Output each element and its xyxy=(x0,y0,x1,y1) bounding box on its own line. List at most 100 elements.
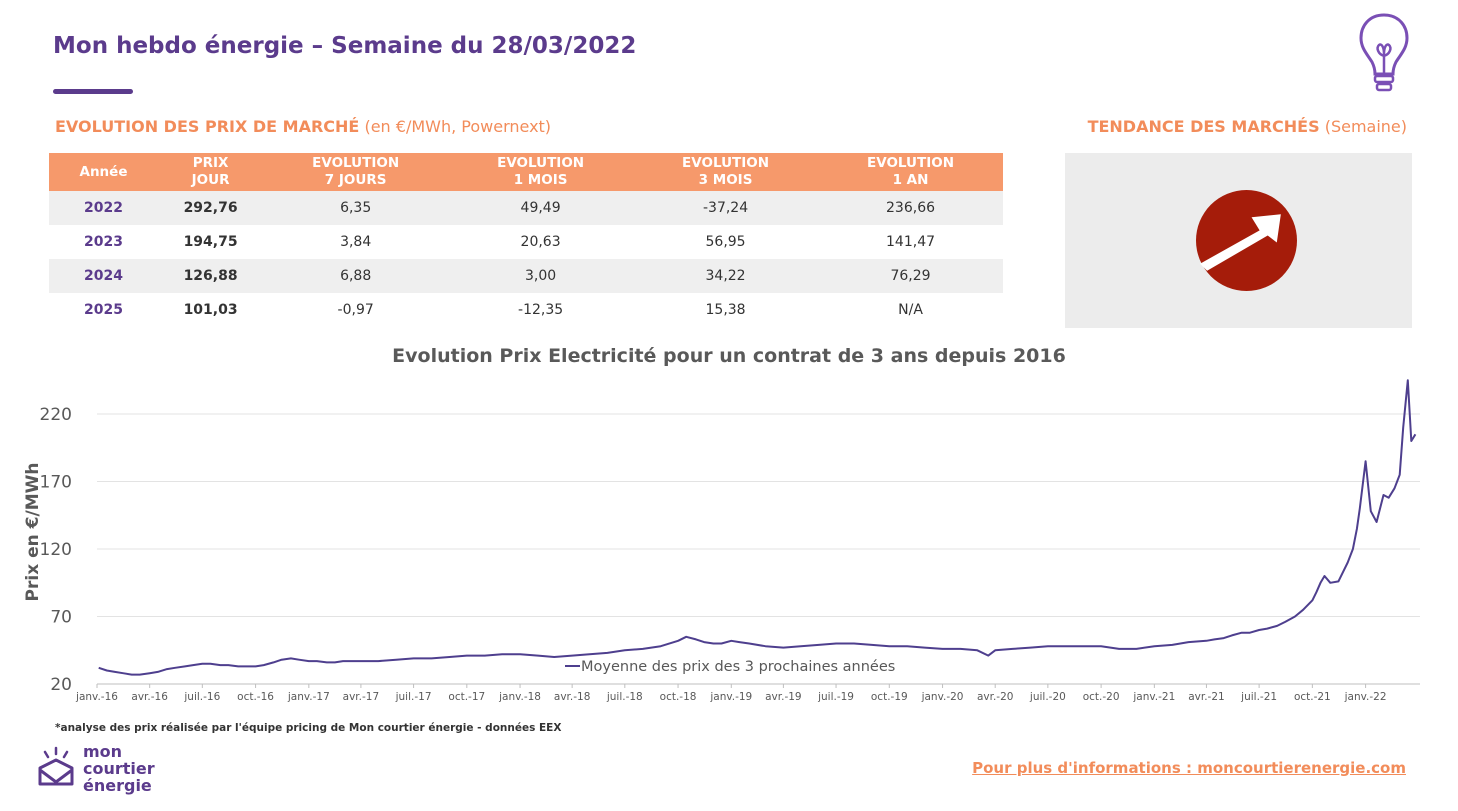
x-tick-label: janv.-20 xyxy=(921,691,964,703)
y-tick-label: 220 xyxy=(40,405,72,425)
column-header-text: 7 JOURS xyxy=(324,172,387,188)
column-header: EVOLUTION 1 AN xyxy=(818,153,1003,191)
x-tick-label: janv.-21 xyxy=(1132,691,1175,703)
column-header-text: Année xyxy=(79,163,128,180)
arrow-up-right-icon xyxy=(1196,190,1297,291)
table-cell: 20,63 xyxy=(448,225,634,259)
table-body: 2022 292,76 6,35 49,49 -37,24 236,66 2023 194,7… xyxy=(49,191,1003,327)
x-tick-label: oct.-20 xyxy=(1083,691,1120,703)
x-tick-label: juil.-18 xyxy=(606,691,643,703)
table-cell: -0,97 xyxy=(263,293,449,327)
y-tick-label: 170 xyxy=(40,473,72,493)
table-header-row: Année PRIX JOUR EVOLUTION 7 JOURS EVOLUTION 1 … xyxy=(49,153,1003,191)
chart-title: Evolution Prix Electricité pour un contr… xyxy=(392,345,1066,367)
title-underline xyxy=(53,89,133,94)
market-trend-title-bold: TENDANCE DES MARCHÉS xyxy=(1087,117,1320,136)
column-header-text: EVOLUTION xyxy=(497,155,585,171)
x-tick-label: juil.-21 xyxy=(1240,691,1277,703)
x-tick-label: janv.-19 xyxy=(709,691,752,703)
table-cell: 6,88 xyxy=(263,259,449,293)
table-cell: 6,35 xyxy=(263,191,449,225)
market-prices-title-unit: (en €/MWh, Powernext) xyxy=(359,117,552,136)
table-cell: 101,03 xyxy=(157,293,264,327)
market-prices-title: EVOLUTION DES PRIX DE MARCHÉ (en €/MWh, … xyxy=(55,117,551,136)
column-header-text: EVOLUTION xyxy=(312,155,400,171)
table-cell: -37,24 xyxy=(633,191,819,225)
table-cell: 194,75 xyxy=(157,225,264,259)
table-cell: 76,29 xyxy=(818,259,1003,293)
column-header-text: JOUR xyxy=(191,172,230,188)
series-line xyxy=(98,379,1417,676)
year-cell: 2025 xyxy=(49,293,158,327)
lightbulb-icon xyxy=(1359,13,1409,92)
x-tick-label: oct.-16 xyxy=(237,691,274,703)
logo-line: énergie xyxy=(83,776,152,795)
table-row: 2023 194,75 3,84 20,63 56,95 141,47 xyxy=(49,225,1003,259)
x-tick-label: juil.-16 xyxy=(183,691,220,703)
logo-icon xyxy=(38,746,74,786)
x-tick-label: janv.-18 xyxy=(498,691,541,703)
legend-label: Moyenne des prix des 3 prochaines années xyxy=(581,659,895,675)
more-info-link[interactable]: Pour plus d'informations : moncourtieren… xyxy=(972,759,1406,777)
column-header-text: 1 AN xyxy=(892,172,929,188)
x-tick-label: oct.-21 xyxy=(1294,691,1331,703)
y-tick-label: 70 xyxy=(50,608,72,628)
table-cell: 3,00 xyxy=(448,259,634,293)
table-cell: 141,47 xyxy=(818,225,1003,259)
x-tick-label: janv.-17 xyxy=(287,691,330,703)
logo-line: courtier xyxy=(83,759,155,778)
market-prices-title-bold: EVOLUTION DES PRIX DE MARCHÉ xyxy=(55,117,360,136)
market-trend-title-period: (Semaine) xyxy=(1319,117,1407,136)
market-trend-title: TENDANCE DES MARCHÉS (Semaine) xyxy=(1088,117,1407,136)
x-tick-label: juil.-20 xyxy=(1029,691,1066,703)
x-tick-label: janv.-16 xyxy=(75,691,118,703)
column-header-text: 3 MOIS xyxy=(698,172,753,188)
table-cell: 56,95 xyxy=(633,225,819,259)
column-header: EVOLUTION 1 MOIS xyxy=(448,153,634,191)
y-axis-label: Prix en €/MWh xyxy=(23,463,43,602)
year-cell: 2024 xyxy=(49,259,158,293)
column-header-text: EVOLUTION xyxy=(682,155,770,171)
y-tick-label: 120 xyxy=(40,540,72,560)
market-trend-panel xyxy=(1065,153,1412,328)
market-prices-table: Année PRIX JOUR EVOLUTION 7 JOURS EVOLUTION 1 … xyxy=(49,153,1003,327)
x-tick-label: oct.-18 xyxy=(660,691,697,703)
table-row: 2024 126,88 6,88 3,00 34,22 76,29 xyxy=(49,259,1003,293)
column-header: EVOLUTION 3 MOIS xyxy=(633,153,819,191)
year-cell: 2022 xyxy=(49,191,158,225)
table-cell: 3,84 xyxy=(263,225,449,259)
footnote: *analyse des prix réalisée par l'équipe … xyxy=(55,722,562,734)
table-cell: N/A xyxy=(818,293,1003,327)
table-cell: -12,35 xyxy=(448,293,634,327)
x-tick-label: avr.-16 xyxy=(131,691,168,703)
x-tick-label: juil.-17 xyxy=(395,691,432,703)
x-tick-label: oct.-17 xyxy=(448,691,485,703)
trend-arrow xyxy=(1200,214,1281,271)
table-cell: 292,76 xyxy=(157,191,264,225)
table-cell: 49,49 xyxy=(448,191,634,225)
year-cell: 2023 xyxy=(49,225,158,259)
column-header: PRIX JOUR xyxy=(157,153,264,191)
x-tick-label: oct.-19 xyxy=(871,691,908,703)
x-tick-label: avr.-20 xyxy=(977,691,1014,703)
column-header: EVOLUTION 7 JOURS xyxy=(263,153,449,191)
table-cell: 34,22 xyxy=(633,259,819,293)
column-header-text: PRIX xyxy=(192,155,229,171)
x-tick-label: avr.-18 xyxy=(554,691,591,703)
column-header-text: 1 MOIS xyxy=(513,172,568,188)
column-header-text: EVOLUTION xyxy=(867,155,955,171)
x-tick-label: janv.-22 xyxy=(1344,691,1387,703)
table-cell: 15,38 xyxy=(633,293,819,327)
column-header: Année xyxy=(49,153,158,191)
page-title: Mon hebdo énergie – Semaine du 28/03/202… xyxy=(53,33,637,59)
table-cell: 236,66 xyxy=(818,191,1003,225)
table-row: 2022 292,76 6,35 49,49 -37,24 236,66 xyxy=(49,191,1003,225)
logo-line: mon xyxy=(83,742,123,761)
x-tick-label: avr.-17 xyxy=(343,691,380,703)
x-tick-label: avr.-19 xyxy=(765,691,802,703)
logo-text: mon courtier énergie xyxy=(83,743,155,794)
x-tick-label: avr.-21 xyxy=(1188,691,1225,703)
table-row: 2025 101,03 -0,97 -12,35 15,38 N/A xyxy=(49,293,1003,327)
company-logo: mon courtier énergie xyxy=(36,743,236,798)
table-cell: 126,88 xyxy=(157,259,264,293)
